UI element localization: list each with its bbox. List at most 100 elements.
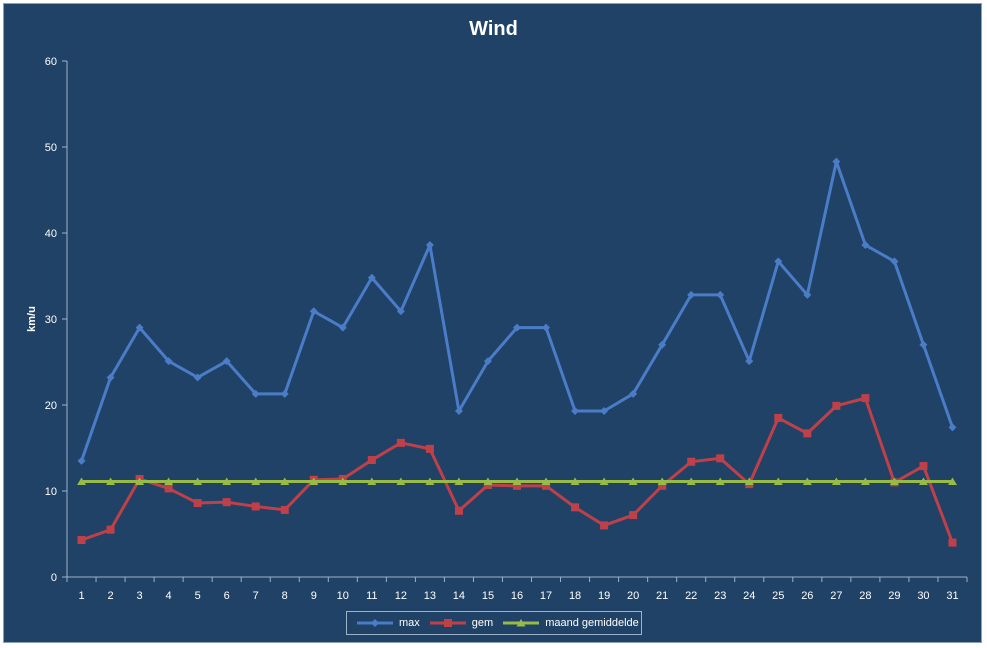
data-point-gem bbox=[425, 444, 434, 453]
data-point-maand-gemiddelde bbox=[454, 477, 464, 486]
data-point-max bbox=[803, 290, 812, 299]
x-tick-label: 22 bbox=[685, 590, 697, 602]
data-point-max bbox=[483, 357, 492, 366]
x-tick-label: 9 bbox=[311, 590, 317, 602]
data-point-maand-gemiddelde bbox=[106, 477, 116, 486]
x-tick-label: 15 bbox=[482, 590, 494, 602]
x-tick-label: 12 bbox=[395, 590, 407, 602]
y-tick-label: 20 bbox=[45, 400, 57, 412]
x-tick-label: 21 bbox=[656, 590, 668, 602]
x-tick-label: 7 bbox=[253, 590, 259, 602]
data-point-maand-gemiddelde bbox=[512, 477, 522, 486]
legend-marker bbox=[371, 619, 379, 627]
legend-item-gem: gem bbox=[428, 617, 493, 629]
legend: max gem maand gemiddelde bbox=[346, 611, 642, 635]
data-point-gem bbox=[77, 536, 86, 545]
legend-marker bbox=[443, 619, 452, 627]
legend-swatch bbox=[429, 619, 466, 627]
x-tick-label: 16 bbox=[511, 590, 523, 602]
data-point-maand-gemiddelde bbox=[483, 477, 493, 486]
data-point-maand-gemiddelde bbox=[164, 477, 174, 486]
legend-label: max bbox=[399, 617, 420, 629]
data-point-max bbox=[135, 323, 144, 332]
data-point-maand-gemiddelde bbox=[918, 477, 928, 486]
data-point-gem bbox=[803, 429, 812, 438]
x-tick-label: 29 bbox=[888, 590, 900, 602]
data-point-max bbox=[513, 323, 521, 332]
data-point-maand-gemiddelde bbox=[831, 477, 841, 486]
x-tick-label: 27 bbox=[830, 590, 842, 602]
data-point-maand-gemiddelde bbox=[251, 477, 261, 486]
legend-label: gem bbox=[471, 617, 494, 629]
legend-swatch bbox=[503, 619, 540, 627]
chart-area bbox=[3, 3, 982, 643]
data-point-maand-gemiddelde bbox=[425, 477, 435, 486]
y-tick-label: 10 bbox=[45, 486, 57, 498]
data-point-gem bbox=[948, 538, 957, 547]
series-line-max bbox=[80, 160, 954, 462]
data-point-max bbox=[193, 373, 202, 382]
chart-title: Wind bbox=[469, 18, 518, 40]
x-tick-label: 2 bbox=[107, 590, 113, 602]
data-point-maand-gemiddelde bbox=[744, 477, 754, 486]
series-layer bbox=[77, 157, 957, 547]
data-point-max bbox=[425, 241, 434, 250]
series-maand-gemiddelde bbox=[77, 477, 957, 486]
data-point-max bbox=[716, 290, 725, 299]
data-point-maand-gemiddelde bbox=[193, 477, 203, 486]
data-point-max bbox=[658, 340, 667, 349]
data-point-max bbox=[164, 357, 173, 366]
data-point-gem bbox=[367, 456, 376, 465]
data-point-gem bbox=[774, 413, 783, 422]
x-tick-label: 3 bbox=[137, 590, 143, 602]
data-point-gem bbox=[280, 505, 289, 514]
y-tick-label: 60 bbox=[45, 56, 57, 68]
data-point-maand-gemiddelde bbox=[570, 477, 580, 486]
x-tick-label: 4 bbox=[166, 590, 172, 602]
data-point-gem bbox=[629, 511, 638, 520]
x-tick-label: 24 bbox=[743, 590, 755, 602]
x-tick-label: 19 bbox=[598, 590, 610, 602]
x-tick-label: 5 bbox=[195, 590, 201, 602]
legend-swatch bbox=[357, 619, 393, 627]
data-point-gem bbox=[222, 498, 231, 507]
data-point-max bbox=[832, 157, 841, 166]
x-tick-label: 11 bbox=[366, 590, 377, 602]
data-point-maand-gemiddelde bbox=[367, 477, 377, 486]
data-point-maand-gemiddelde bbox=[686, 477, 696, 486]
legend-marker bbox=[516, 619, 526, 627]
data-point-gem bbox=[571, 503, 580, 512]
y-tick-label: 50 bbox=[45, 142, 57, 154]
data-point-max bbox=[687, 290, 696, 299]
data-point-maand-gemiddelde bbox=[860, 477, 870, 486]
x-tick-label: 14 bbox=[453, 590, 465, 602]
x-tick-label: 25 bbox=[772, 590, 784, 602]
data-point-maand-gemiddelde bbox=[715, 477, 725, 486]
data-point-maand-gemiddelde bbox=[599, 477, 609, 486]
series-gem bbox=[77, 394, 957, 547]
data-point-max bbox=[309, 307, 318, 316]
data-point-maand-gemiddelde bbox=[135, 477, 145, 486]
data-point-gem bbox=[861, 394, 870, 403]
data-point-maand-gemiddelde bbox=[541, 477, 551, 486]
data-point-maand-gemiddelde bbox=[77, 477, 87, 486]
axes bbox=[62, 60, 968, 582]
x-tick-label: 28 bbox=[859, 590, 871, 602]
x-tick-label: 13 bbox=[424, 590, 436, 602]
x-tick-label: 31 bbox=[946, 590, 958, 602]
data-point-max bbox=[222, 357, 231, 366]
legend-item-max: max bbox=[355, 617, 420, 629]
series-line-gem bbox=[81, 396, 954, 544]
data-point-max bbox=[367, 273, 376, 282]
data-point-maand-gemiddelde bbox=[657, 477, 667, 486]
x-tick-label: 20 bbox=[627, 590, 639, 602]
data-point-gem bbox=[396, 438, 405, 447]
data-point-max bbox=[280, 389, 289, 398]
y-axis-label: km/u bbox=[26, 306, 38, 332]
y-tick-label: 40 bbox=[45, 228, 57, 240]
data-point-maand-gemiddelde bbox=[338, 477, 348, 486]
legend-label: maand gemiddelde bbox=[545, 617, 639, 629]
data-point-max bbox=[77, 456, 86, 465]
data-point-max bbox=[948, 423, 957, 432]
